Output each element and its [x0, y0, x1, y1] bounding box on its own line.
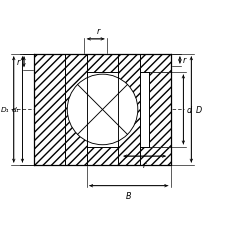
- Polygon shape: [34, 55, 65, 166]
- Text: r: r: [142, 161, 146, 169]
- Text: B: B: [125, 191, 131, 200]
- Text: r: r: [182, 56, 185, 65]
- Text: D₁: D₁: [1, 107, 10, 113]
- Polygon shape: [139, 147, 170, 166]
- Polygon shape: [65, 55, 86, 166]
- Text: d: d: [186, 106, 191, 114]
- Polygon shape: [139, 55, 170, 73]
- Text: d₁: d₁: [12, 107, 19, 113]
- Text: r: r: [96, 27, 99, 36]
- Polygon shape: [65, 55, 139, 73]
- Polygon shape: [65, 147, 139, 166]
- Circle shape: [67, 75, 137, 145]
- Text: r: r: [17, 58, 20, 67]
- Text: D: D: [195, 106, 201, 114]
- Polygon shape: [148, 73, 170, 147]
- Polygon shape: [118, 55, 139, 166]
- Polygon shape: [139, 73, 148, 147]
